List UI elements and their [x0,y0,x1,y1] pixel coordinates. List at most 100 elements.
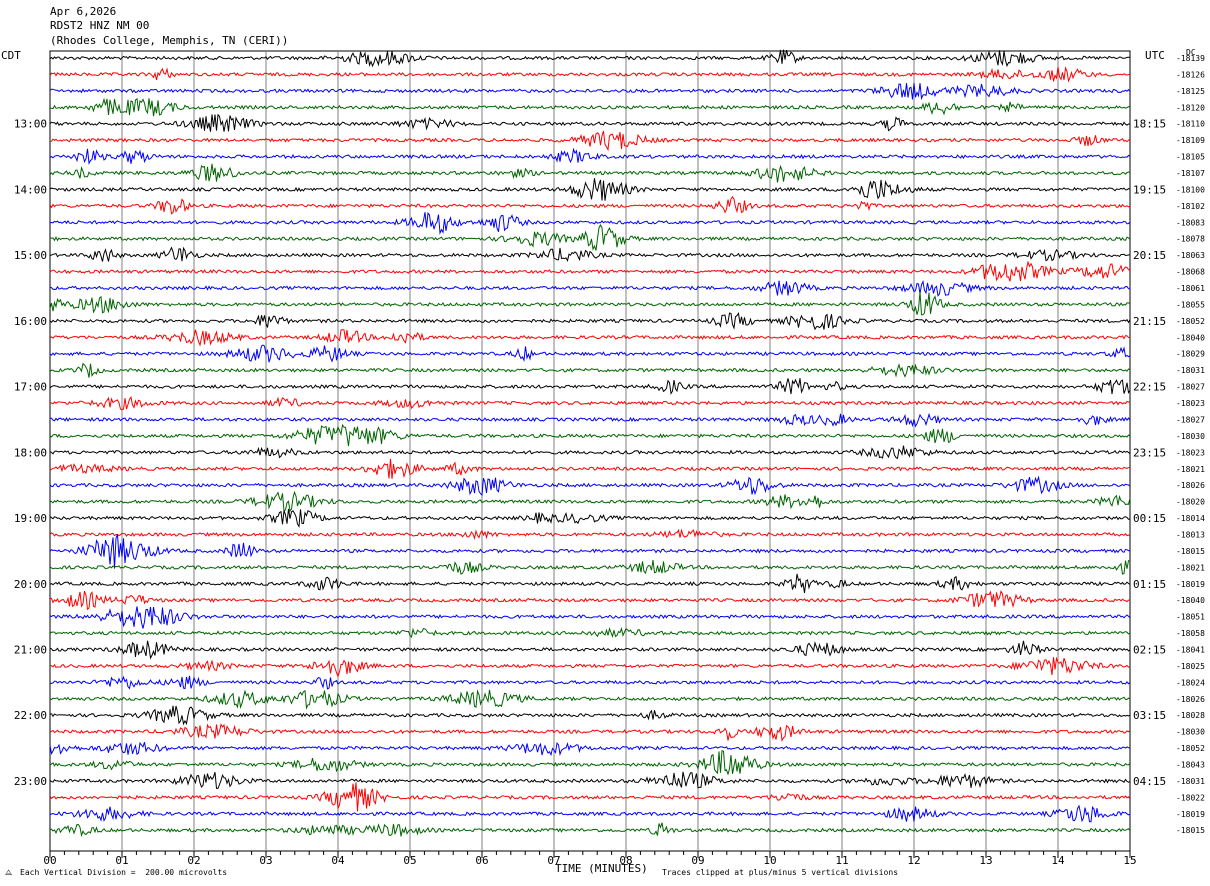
seismic-trace [49,804,1131,823]
right-hour-label: 00:15 [1133,512,1166,525]
right-hour-label: 22:15 [1133,381,1166,394]
dc-offset-label: -18020 [1176,498,1205,507]
x-tick-label: 15 [1123,854,1136,867]
seismic-trace [49,573,1131,594]
left-hour-label: 22:00 [14,709,47,722]
left-hour-label: 23:00 [14,775,47,788]
seismic-trace [49,490,1131,513]
dc-offset-label: -18019 [1176,580,1205,589]
right-hour-label: 18:15 [1133,118,1166,131]
dc-offset-label: -18126 [1176,70,1205,79]
x-tick-label: 07 [547,854,560,867]
left-hour-label: 13:00 [14,118,47,131]
dc-offset-label: -18030 [1176,728,1205,737]
x-tick-label: 04 [331,854,345,867]
dc-offset-label: -18023 [1176,448,1205,457]
dc-offset-label: -18125 [1176,87,1205,96]
x-tick-label: 02 [187,854,200,867]
x-tick-label: 11 [835,854,848,867]
seismic-trace [49,246,1131,262]
seismic-trace [49,97,1131,117]
seismic-trace [49,260,1131,282]
x-tick-label: 06 [475,854,488,867]
right-hour-label: 01:15 [1133,578,1166,591]
left-hour-label: 16:00 [14,315,47,328]
right-hour-label: 02:15 [1133,643,1166,656]
seismic-trace [49,178,1131,201]
left-hour-label: 15:00 [14,249,47,262]
seismic-trace [49,640,1131,660]
seismic-trace [49,223,1131,251]
x-axis-label: TIME (MINUTES) [555,862,648,875]
left-hour-label: 21:00 [14,643,47,656]
seismic-trace [49,66,1131,83]
dc-offset-label: -18021 [1176,465,1205,474]
right-hour-label: 04:15 [1133,775,1166,788]
dc-offset-label: -18110 [1176,120,1205,129]
dc-offset-label: -18058 [1176,629,1205,638]
seismic-trace [49,362,1131,378]
x-tick-label: 00 [43,854,56,867]
dc-offset-label: -18015 [1176,826,1205,835]
seismic-trace [49,534,1131,569]
left-hour-label: 17:00 [14,381,47,394]
x-tick-label: 13 [979,854,992,867]
dc-offset-label: -18027 [1176,415,1205,424]
seismic-trace [49,196,1131,215]
seismic-trace [49,689,1131,710]
right-hour-label: 20:15 [1133,249,1166,262]
dc-offset-label: -18043 [1176,760,1205,769]
dc-offset-label: -18030 [1176,432,1205,441]
seismic-trace [49,113,1131,132]
seismic-trace [49,423,1131,447]
right-hour-label: 19:15 [1133,183,1166,196]
seismic-trace [50,412,1131,428]
seismic-trace [49,626,1131,639]
seismic-trace [49,395,1131,411]
dc-offset-label: -18078 [1176,235,1205,244]
clip-note: Traces clipped at plus/minus 5 vertical … [662,868,899,877]
x-tick-label: 09 [691,854,704,867]
left-hour-label: 14:00 [14,183,47,196]
dc-offset-label: -18105 [1176,153,1205,162]
seismic-trace [49,279,1131,297]
dc-offset-label: -18120 [1176,103,1205,112]
dc-offset-label: -18019 [1176,810,1205,819]
seismic-trace [49,344,1131,363]
dc-offset-label: -18025 [1176,662,1205,671]
dc-offset-label: -18029 [1176,350,1205,359]
dc-offset-label: -18083 [1176,218,1205,227]
dc-offset-label: -18102 [1176,202,1205,211]
seismic-trace [49,741,1131,757]
dc-offset-label: -18063 [1176,251,1205,260]
left-hour-label: 18:00 [14,446,47,459]
seismic-trace [49,311,1131,331]
seismic-trace [49,291,1131,316]
seismic-trace [49,445,1131,460]
x-tick-label: 14 [1051,854,1065,867]
dc-offset-label: -18052 [1176,317,1205,326]
seismic-trace [49,475,1131,497]
plot-date: Apr 6,2026 [50,5,117,18]
station-name: RDST2 HNZ NM 00 [50,19,150,32]
plot-frame [49,50,1131,852]
dc-offset-label: -18041 [1176,645,1205,654]
seismic-trace [49,147,1131,165]
left-hour-label: 20:00 [14,578,47,591]
dc-offset-label: -18100 [1176,185,1205,194]
right-hour-label: 23:15 [1133,446,1166,459]
seismic-trace [49,675,1131,690]
dc-offset-label: -18061 [1176,284,1205,293]
dc-offset-label: -18023 [1176,399,1205,408]
dc-offset-label: -18014 [1176,514,1205,523]
seismic-trace [49,83,1131,101]
seismic-trace [49,782,1131,812]
dc-offset-label: -18052 [1176,744,1205,753]
dc-offset-label: -18107 [1176,169,1205,178]
vertical-scale-note: Each Vertical Division = 200.00 microvol… [20,868,228,877]
seismic-trace [49,130,1131,152]
seismic-trace [49,508,1131,528]
dc-offset-label: -18022 [1176,793,1205,802]
x-tick-label: 12 [907,854,920,867]
